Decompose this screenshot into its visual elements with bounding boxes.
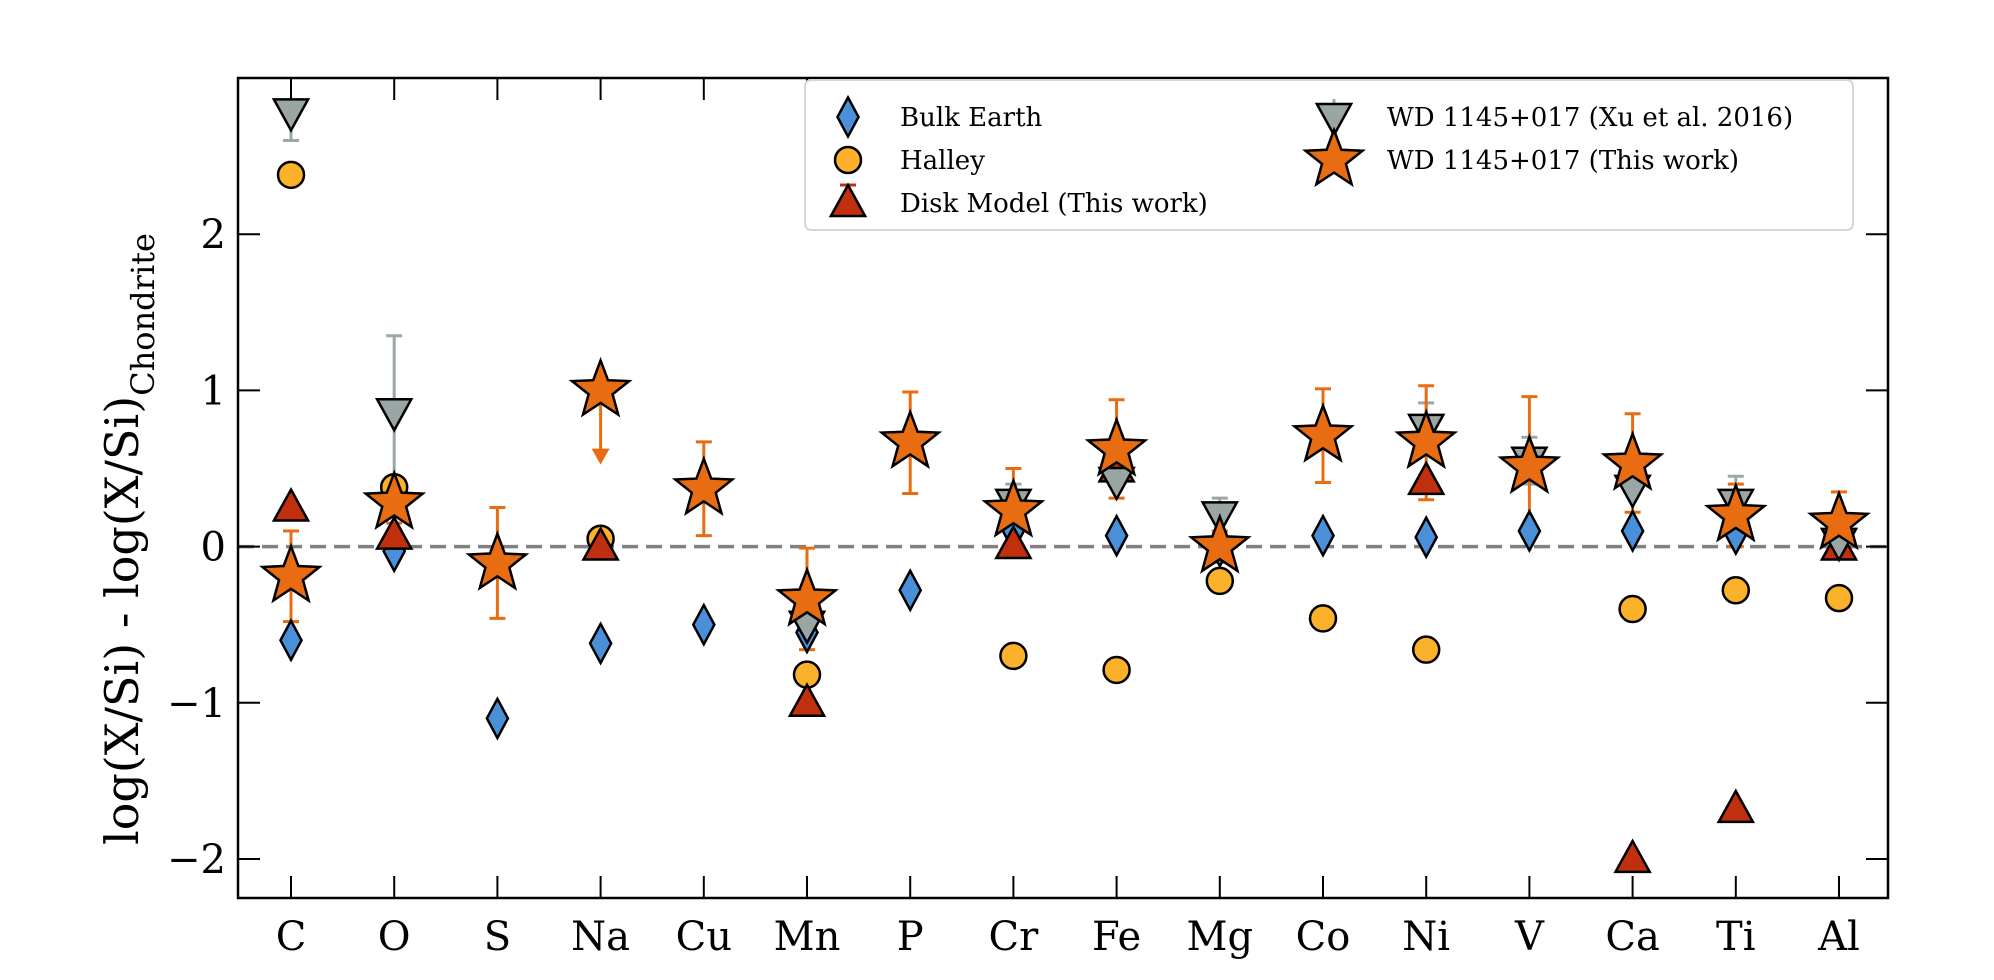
data-point bbox=[1716, 788, 1756, 824]
x-tick-label: Fe bbox=[1092, 914, 1141, 960]
x-tick-label: Mn bbox=[774, 914, 841, 960]
data-point bbox=[271, 98, 311, 133]
y-tick-label: 2 bbox=[201, 212, 226, 258]
data-point bbox=[1613, 838, 1652, 874]
data-point bbox=[276, 160, 306, 190]
data-point bbox=[271, 486, 311, 522]
data-point bbox=[362, 469, 427, 530]
data-point bbox=[1618, 594, 1647, 624]
legend-label: Halley bbox=[900, 146, 985, 176]
legend-marker bbox=[1314, 102, 1354, 138]
legend-marker bbox=[836, 94, 860, 140]
y-tick-label: −2 bbox=[167, 837, 226, 883]
legend-marker bbox=[833, 145, 863, 175]
data-point bbox=[1807, 489, 1871, 551]
data-point bbox=[1205, 566, 1235, 596]
data-point bbox=[465, 530, 530, 591]
legend-marker bbox=[828, 182, 868, 218]
data-point bbox=[1620, 508, 1645, 554]
y-axis-label-subscript: Chondrite bbox=[124, 233, 162, 396]
y-axis-label-main: log(X/Si) - log(X/Si) bbox=[95, 396, 149, 845]
data-point bbox=[1394, 408, 1459, 470]
legend-label: WD 1145+017 (Xu et al. 2016) bbox=[1387, 103, 1793, 133]
legend-marker bbox=[1302, 126, 1366, 188]
x-tick-label: Ni bbox=[1402, 914, 1450, 960]
x-tick-label: Co bbox=[1296, 914, 1351, 960]
plot-frame bbox=[236, 76, 1890, 900]
data-point bbox=[259, 542, 323, 604]
data-point bbox=[787, 682, 827, 717]
y-tick-label: −1 bbox=[167, 681, 226, 727]
data-point bbox=[981, 477, 1046, 538]
data-point bbox=[1721, 576, 1751, 605]
legend-label: Disk Model (This work) bbox=[900, 189, 1208, 219]
x-tick-label: Cr bbox=[989, 914, 1040, 960]
data-point bbox=[878, 408, 943, 470]
y-axis-label: log(X/Si) - log(X/Si)Chondrite bbox=[95, 233, 162, 845]
x-tick-label: Mg bbox=[1187, 914, 1254, 960]
data-point bbox=[1187, 513, 1252, 574]
y-tick-label: 1 bbox=[201, 368, 226, 414]
data-point bbox=[374, 515, 414, 550]
data-point bbox=[1517, 508, 1542, 554]
data-point bbox=[999, 641, 1028, 671]
data-point bbox=[775, 566, 839, 627]
x-tick-label: S bbox=[484, 914, 511, 960]
data-point bbox=[1600, 430, 1665, 491]
x-tick-label: Na bbox=[571, 914, 630, 960]
upper-limit-arrowhead bbox=[591, 448, 610, 465]
legend-label: Bulk Earth bbox=[900, 103, 1043, 133]
data-point bbox=[485, 696, 510, 741]
legend-label: WD 1145+017 (This work) bbox=[1387, 146, 1739, 176]
legend: Bulk Earth Halley Disk Model (This work) WD… bbox=[804, 79, 1854, 231]
data-point bbox=[1411, 635, 1441, 664]
data-point bbox=[588, 621, 613, 666]
data-point bbox=[1824, 583, 1854, 613]
data-point bbox=[279, 618, 303, 663]
data-point bbox=[1308, 604, 1338, 633]
x-tick-label: Al bbox=[1817, 914, 1860, 960]
axes-layer: −2 −1 0 1 2 C O S Na Cu Mn P Cr Fe Mg Co Ni V Ca Ti Al log(X/… bbox=[95, 76, 1890, 960]
data-point bbox=[374, 398, 414, 433]
x-tick-label: Ti bbox=[1716, 914, 1755, 960]
x-tick-label: Ca bbox=[1605, 914, 1659, 960]
data-point bbox=[1311, 513, 1335, 558]
x-tick-label: C bbox=[276, 914, 307, 960]
data-point bbox=[1406, 460, 1446, 496]
x-tick-label: P bbox=[897, 914, 924, 960]
markers-layer bbox=[259, 98, 1871, 874]
x-tick-label: V bbox=[1514, 914, 1545, 960]
data-point bbox=[1104, 513, 1129, 558]
y-tick-label: 0 bbox=[201, 525, 226, 571]
x-tick-label: Cu bbox=[676, 914, 732, 960]
data-point bbox=[691, 602, 716, 647]
data-point bbox=[1703, 481, 1768, 543]
data-point bbox=[1097, 466, 1136, 502]
data-point bbox=[568, 356, 633, 418]
data-point bbox=[898, 568, 923, 613]
data-point bbox=[671, 455, 736, 516]
data-point bbox=[581, 525, 620, 561]
data-point bbox=[1414, 515, 1439, 560]
data-point bbox=[994, 524, 1033, 560]
data-point bbox=[1102, 655, 1131, 685]
data-point bbox=[1084, 416, 1149, 477]
data-point bbox=[1291, 402, 1355, 463]
x-tick-label: O bbox=[378, 914, 411, 960]
data-point bbox=[1497, 433, 1562, 495]
